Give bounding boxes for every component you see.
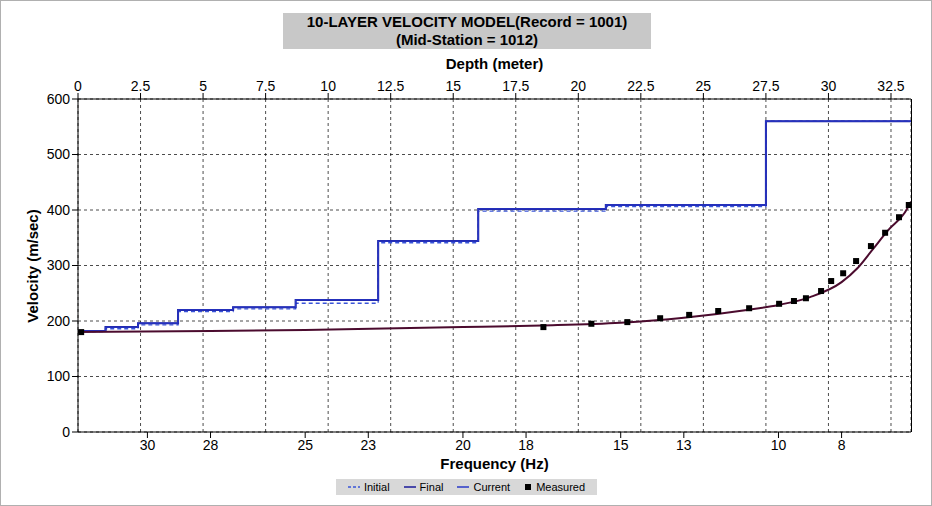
html-text:Current: Current	[473, 481, 511, 493]
svg-text:10: 10	[771, 437, 787, 453]
svg-text:27.5: 27.5	[752, 78, 779, 94]
svg-text:12.5: 12.5	[377, 78, 404, 94]
html-text:Frequency (Hz): Frequency (Hz)	[440, 455, 549, 472]
html-text:(Mid-Station = 1012): (Mid-Station = 1012)	[395, 31, 538, 48]
svg-text:28: 28	[203, 437, 219, 453]
svg-text:25: 25	[297, 437, 313, 453]
svg-text:25: 25	[696, 78, 712, 94]
svg-text:100: 100	[47, 368, 71, 384]
svg-text:22.5: 22.5	[627, 78, 654, 94]
svg-text:15: 15	[613, 437, 629, 453]
svg-text:200: 200	[47, 313, 71, 329]
html-text:Final: Final	[419, 481, 444, 493]
svg-text:15: 15	[445, 78, 461, 94]
svg-text:13: 13	[676, 437, 692, 453]
svg-text:20: 20	[571, 78, 587, 94]
svg-text:600: 600	[47, 91, 71, 107]
svg-text:23: 23	[360, 437, 376, 453]
svg-text:300: 300	[47, 257, 71, 273]
svg-text:30: 30	[821, 78, 837, 94]
svg-text:20: 20	[455, 437, 471, 453]
svg-text:400: 400	[47, 202, 71, 218]
html-text:Initial: Initial	[363, 481, 390, 493]
svg-text:500: 500	[47, 146, 71, 162]
svg-text:17.5: 17.5	[502, 78, 529, 94]
svg-text:0: 0	[62, 424, 70, 440]
html-text:Measured: Measured	[536, 481, 586, 493]
html-text:Depth (meter): Depth (meter)	[445, 55, 544, 72]
svg-text:8: 8	[838, 437, 846, 453]
svg-text:7.5: 7.5	[256, 78, 276, 94]
svg-text:18: 18	[518, 437, 534, 453]
html-text:Velocity (m/sec): Velocity (m/sec)	[23, 208, 41, 323]
svg-text:32.5: 32.5	[877, 78, 904, 94]
html-text:10-LAYER VELOCITY MODEL(Record: 10-LAYER VELOCITY MODEL(Record = 1001)	[306, 13, 628, 30]
svg-text:30: 30	[140, 437, 156, 453]
svg-text:2.5: 2.5	[131, 78, 151, 94]
svg-text:0: 0	[74, 78, 82, 94]
svg-text:5: 5	[199, 78, 207, 94]
svg-text:10: 10	[320, 78, 336, 94]
